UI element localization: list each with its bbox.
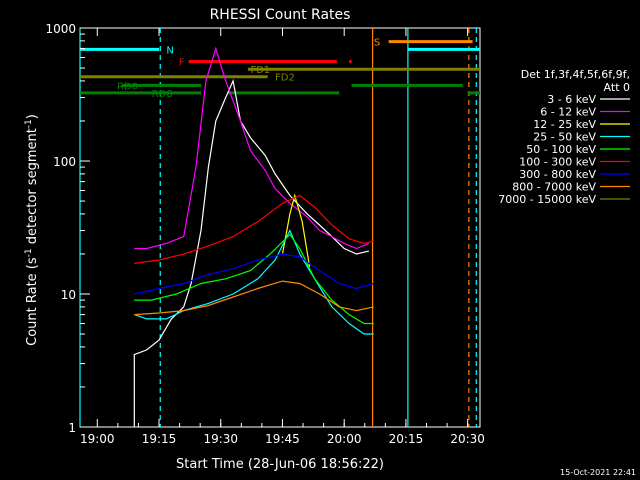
- legend-header-line1: Det 1f,3f,4f,5f,6f,9f,: [521, 68, 630, 81]
- legend-label-5: 100 - 300 keV: [519, 156, 596, 169]
- legend-header-line2: Att 0: [604, 81, 630, 94]
- x-tick-label-2: 19:30: [203, 432, 238, 446]
- series-line-4: [134, 233, 374, 325]
- y-axis-ticks: 1 10 100 1000: [45, 22, 90, 435]
- count-rate-series: [133, 46, 374, 427]
- y-tick-label-2: 100: [53, 155, 76, 169]
- y-axis-label: Count Rate (s-1 detector segment-1): [24, 114, 40, 346]
- y-tick-label-1: 10: [61, 288, 76, 302]
- x-tick-label-4: 20:00: [327, 432, 362, 446]
- legend-label-2: 12 - 25 keV: [533, 118, 596, 131]
- x-axis-label: Start Time (28-Jun-06 18:56:22): [176, 457, 384, 472]
- x-tick-label-6: 20:30: [450, 432, 485, 446]
- legend-label-4: 50 - 100 keV: [526, 143, 596, 156]
- series-line-3: [134, 229, 374, 335]
- segment-label-fd2: FD2: [275, 73, 295, 84]
- segment-label-rd0: RD0: [117, 81, 138, 92]
- chart-title: RHESSI Count Rates: [210, 7, 351, 23]
- series-line-7: [134, 280, 374, 316]
- segment-label-n: N: [166, 45, 173, 56]
- series-line-5: [134, 194, 374, 264]
- legend-label-3: 25 - 50 keV: [533, 131, 596, 144]
- series-line-1: [134, 46, 370, 250]
- series-line-6: [134, 253, 374, 295]
- legend-label-8: 7000 - 15000 keV: [498, 193, 596, 206]
- segment-label-rd6: RD6: [152, 89, 173, 100]
- footer-timestamp: 15-Oct-2021 22:41: [560, 468, 636, 477]
- legend-label-0: 3 - 6 keV: [547, 93, 596, 106]
- segment-label-s: S: [374, 38, 380, 49]
- x-axis-ticks: 19:00 19:15 19:30 19:45 20:00 20:15 20:30: [80, 28, 485, 446]
- attenuator-vertical-lines: [79, 28, 477, 427]
- mode-segment-bars: N S F FD1 FD2 RD0 RD6: [80, 38, 480, 100]
- segment-label-fd1: FD1: [250, 65, 270, 76]
- x-tick-label-1: 19:15: [142, 432, 177, 446]
- legend: Det 1f,3f,4f,5f,6f,9f, Att 0 3 - 6 keV6 …: [498, 68, 630, 206]
- segment-label-f: F: [179, 57, 185, 68]
- series-line-0: [133, 78, 370, 427]
- legend-label-7: 800 - 7000 keV: [512, 181, 596, 194]
- x-tick-label-5: 20:15: [389, 432, 424, 446]
- legend-label-6: 300 - 800 keV: [519, 168, 596, 181]
- x-tick-label-3: 19:45: [265, 432, 300, 446]
- x-tick-label-0: 19:00: [80, 432, 115, 446]
- series-line-2: [281, 193, 311, 267]
- legend-label-1: 6 - 12 keV: [540, 106, 596, 119]
- y-tick-label-0: 1: [68, 421, 76, 435]
- y-tick-label-3: 1000: [45, 22, 76, 36]
